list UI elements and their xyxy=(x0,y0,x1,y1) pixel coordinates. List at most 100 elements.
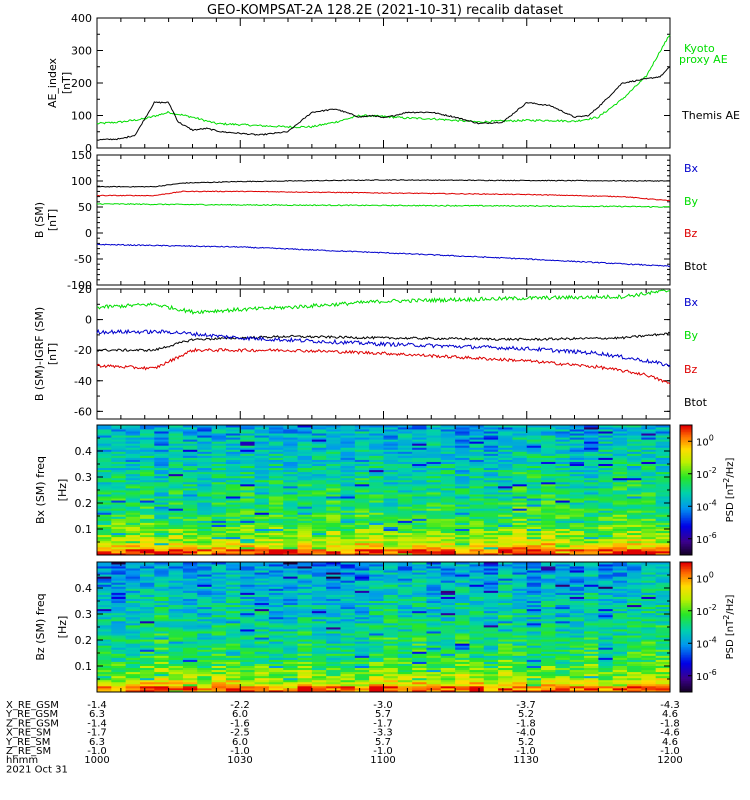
spectrogram-cell xyxy=(397,552,413,556)
spectrogram-cell xyxy=(225,479,241,483)
spectrogram-cell xyxy=(125,661,141,664)
spectrogram-cell xyxy=(139,490,155,493)
spectrogram-cell xyxy=(197,659,212,662)
spectrogram-cell xyxy=(283,643,298,646)
spectrogram-cell xyxy=(97,455,112,458)
spectrogram-cell xyxy=(168,526,184,529)
spectrogram-cell xyxy=(541,546,556,550)
spectrogram-cell xyxy=(254,437,270,440)
spectrogram-cell xyxy=(440,522,456,525)
spectrogram-cell xyxy=(483,506,499,509)
spectrogram-cell xyxy=(97,463,112,467)
spectrogram-cell xyxy=(168,490,184,493)
spectrogram-cell xyxy=(139,483,155,487)
spectrogram-cell xyxy=(297,455,313,458)
spectrogram-cell xyxy=(354,637,370,640)
spectrogram-cell xyxy=(211,602,227,606)
spectrogram-cell xyxy=(311,641,327,644)
spectrogram-cell xyxy=(211,514,227,517)
spectrogram-cell xyxy=(498,572,513,575)
spectrogram-cell xyxy=(526,473,542,477)
spectrogram-cell xyxy=(139,653,155,656)
spectrogram-cell xyxy=(311,506,327,509)
spectrogram-cell xyxy=(369,532,384,536)
spectrogram-cell xyxy=(225,657,241,660)
spectrogram-cell xyxy=(225,594,241,597)
spectrogram-cell xyxy=(412,645,427,648)
spectrogram-cell xyxy=(383,479,399,483)
spectrogram-cell xyxy=(111,614,127,618)
spectrogram-cell xyxy=(426,465,442,469)
spectrogram-cell xyxy=(97,516,112,519)
spectrogram-cell xyxy=(254,685,270,689)
spectrogram-cell xyxy=(97,564,112,567)
spectrogram-cell xyxy=(125,608,141,612)
spectrogram-cell xyxy=(383,520,399,523)
spectrogram-cell xyxy=(426,546,442,550)
spectrogram-cell xyxy=(369,641,384,644)
spectrogram-cell xyxy=(541,494,556,497)
spectrogram-cell xyxy=(440,538,456,542)
spectrogram-cell xyxy=(139,651,155,654)
spectrogram-cell xyxy=(526,530,542,534)
colorbar-step xyxy=(680,483,692,486)
spectrogram-cell xyxy=(584,451,599,454)
spectrogram-cell xyxy=(139,514,155,517)
spectrogram-cell xyxy=(555,455,571,458)
spectrogram-cell xyxy=(268,526,284,529)
spectrogram-cell xyxy=(139,631,155,634)
spectrogram-cell xyxy=(154,481,170,485)
spectrogram-cell xyxy=(655,487,671,491)
spectrogram-cell xyxy=(498,604,513,608)
spectrogram-cell xyxy=(383,528,399,532)
spectrogram-cell xyxy=(197,598,212,601)
spectrogram-cell xyxy=(311,669,327,673)
spectrogram-cell xyxy=(498,453,513,456)
spectrogram-cell xyxy=(154,516,170,519)
spectrogram-cell xyxy=(182,429,198,432)
spectrogram-cell xyxy=(469,584,485,587)
spectrogram-cell xyxy=(412,594,427,597)
spectrogram-cell xyxy=(512,620,528,624)
spectrogram-cell xyxy=(426,532,442,536)
spectrogram-cell xyxy=(397,578,413,581)
spectrogram-cell xyxy=(297,516,313,519)
spectrogram-cell xyxy=(641,526,657,529)
spectrogram-cell xyxy=(655,522,671,525)
spectrogram-cell xyxy=(412,665,427,669)
spectrogram-cell xyxy=(154,435,170,438)
spectrogram-cell xyxy=(569,552,585,556)
spectrogram-cell xyxy=(326,600,341,604)
spectrogram-cell xyxy=(655,443,671,446)
spectrogram-cell xyxy=(440,653,456,656)
spectrogram-cell xyxy=(111,508,127,511)
spectrogram-cell xyxy=(383,665,399,669)
spectrogram-cell xyxy=(182,624,198,628)
spectrogram-cell xyxy=(526,518,542,521)
spectrogram-cell xyxy=(197,622,212,626)
colorbar-step xyxy=(680,533,692,536)
spectrogram-cell xyxy=(182,673,198,677)
spectrogram-cell xyxy=(455,592,470,595)
spectrogram-cell xyxy=(655,502,671,505)
spectrogram-cell xyxy=(383,659,399,662)
spectrogram-cell xyxy=(254,645,270,648)
spectrogram-cell xyxy=(283,566,298,569)
spectrogram-cell xyxy=(483,588,499,591)
spectrogram-cell xyxy=(154,586,170,589)
spectrogram-cell xyxy=(655,455,671,458)
spectrogram-cell xyxy=(225,629,241,632)
spectrogram-cell xyxy=(469,647,485,650)
spectrogram-cell xyxy=(584,516,599,519)
spectrogram-cell xyxy=(412,641,427,644)
spectrogram-cell xyxy=(125,637,141,640)
spectrogram-cell xyxy=(139,441,155,444)
spectrogram-cell xyxy=(469,641,485,644)
spectrogram-cell xyxy=(483,492,499,495)
spectrogram-cell xyxy=(455,461,470,464)
spectrogram-cell xyxy=(412,550,427,554)
spectrogram-cell xyxy=(168,659,184,662)
spectrogram-cell xyxy=(340,659,356,662)
spectrogram-cell xyxy=(197,536,212,540)
spectrogram-cell xyxy=(154,447,170,450)
